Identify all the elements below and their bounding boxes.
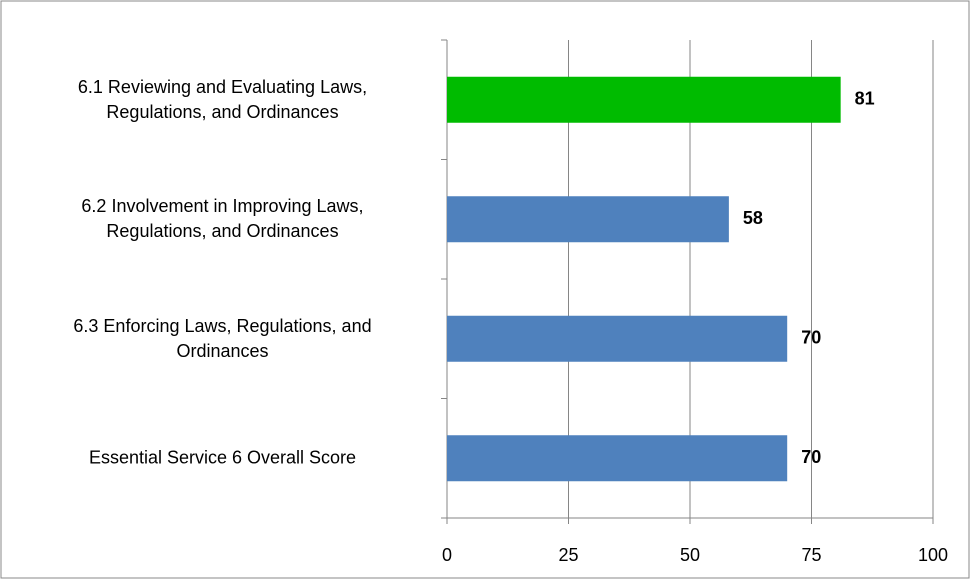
bar (447, 196, 729, 243)
x-tick-label: 0 (442, 545, 452, 565)
bar (447, 76, 841, 123)
y-tick-label: 6.3 Enforcing Laws, Regulations, and Ord… (73, 315, 372, 361)
value-label: 70 (801, 328, 821, 348)
bar (447, 435, 788, 482)
x-tick-label: 100 (918, 545, 948, 565)
value-label: 81 (855, 89, 875, 109)
x-tick-label: 25 (558, 545, 578, 565)
value-label: 58 (743, 208, 763, 228)
x-tick-label: 75 (801, 545, 821, 565)
y-tick-label: Essential Service 6 Overall Score (88, 447, 357, 468)
y-tick-label: 6.2 Involvement in Improving Laws, Regul… (81, 196, 364, 242)
value-label: 70 (801, 447, 821, 467)
x-tick-label: 50 (680, 545, 700, 565)
y-tick-label: 6.1 Reviewing and Evaluating Laws, Regul… (77, 76, 368, 122)
bar (447, 315, 788, 362)
